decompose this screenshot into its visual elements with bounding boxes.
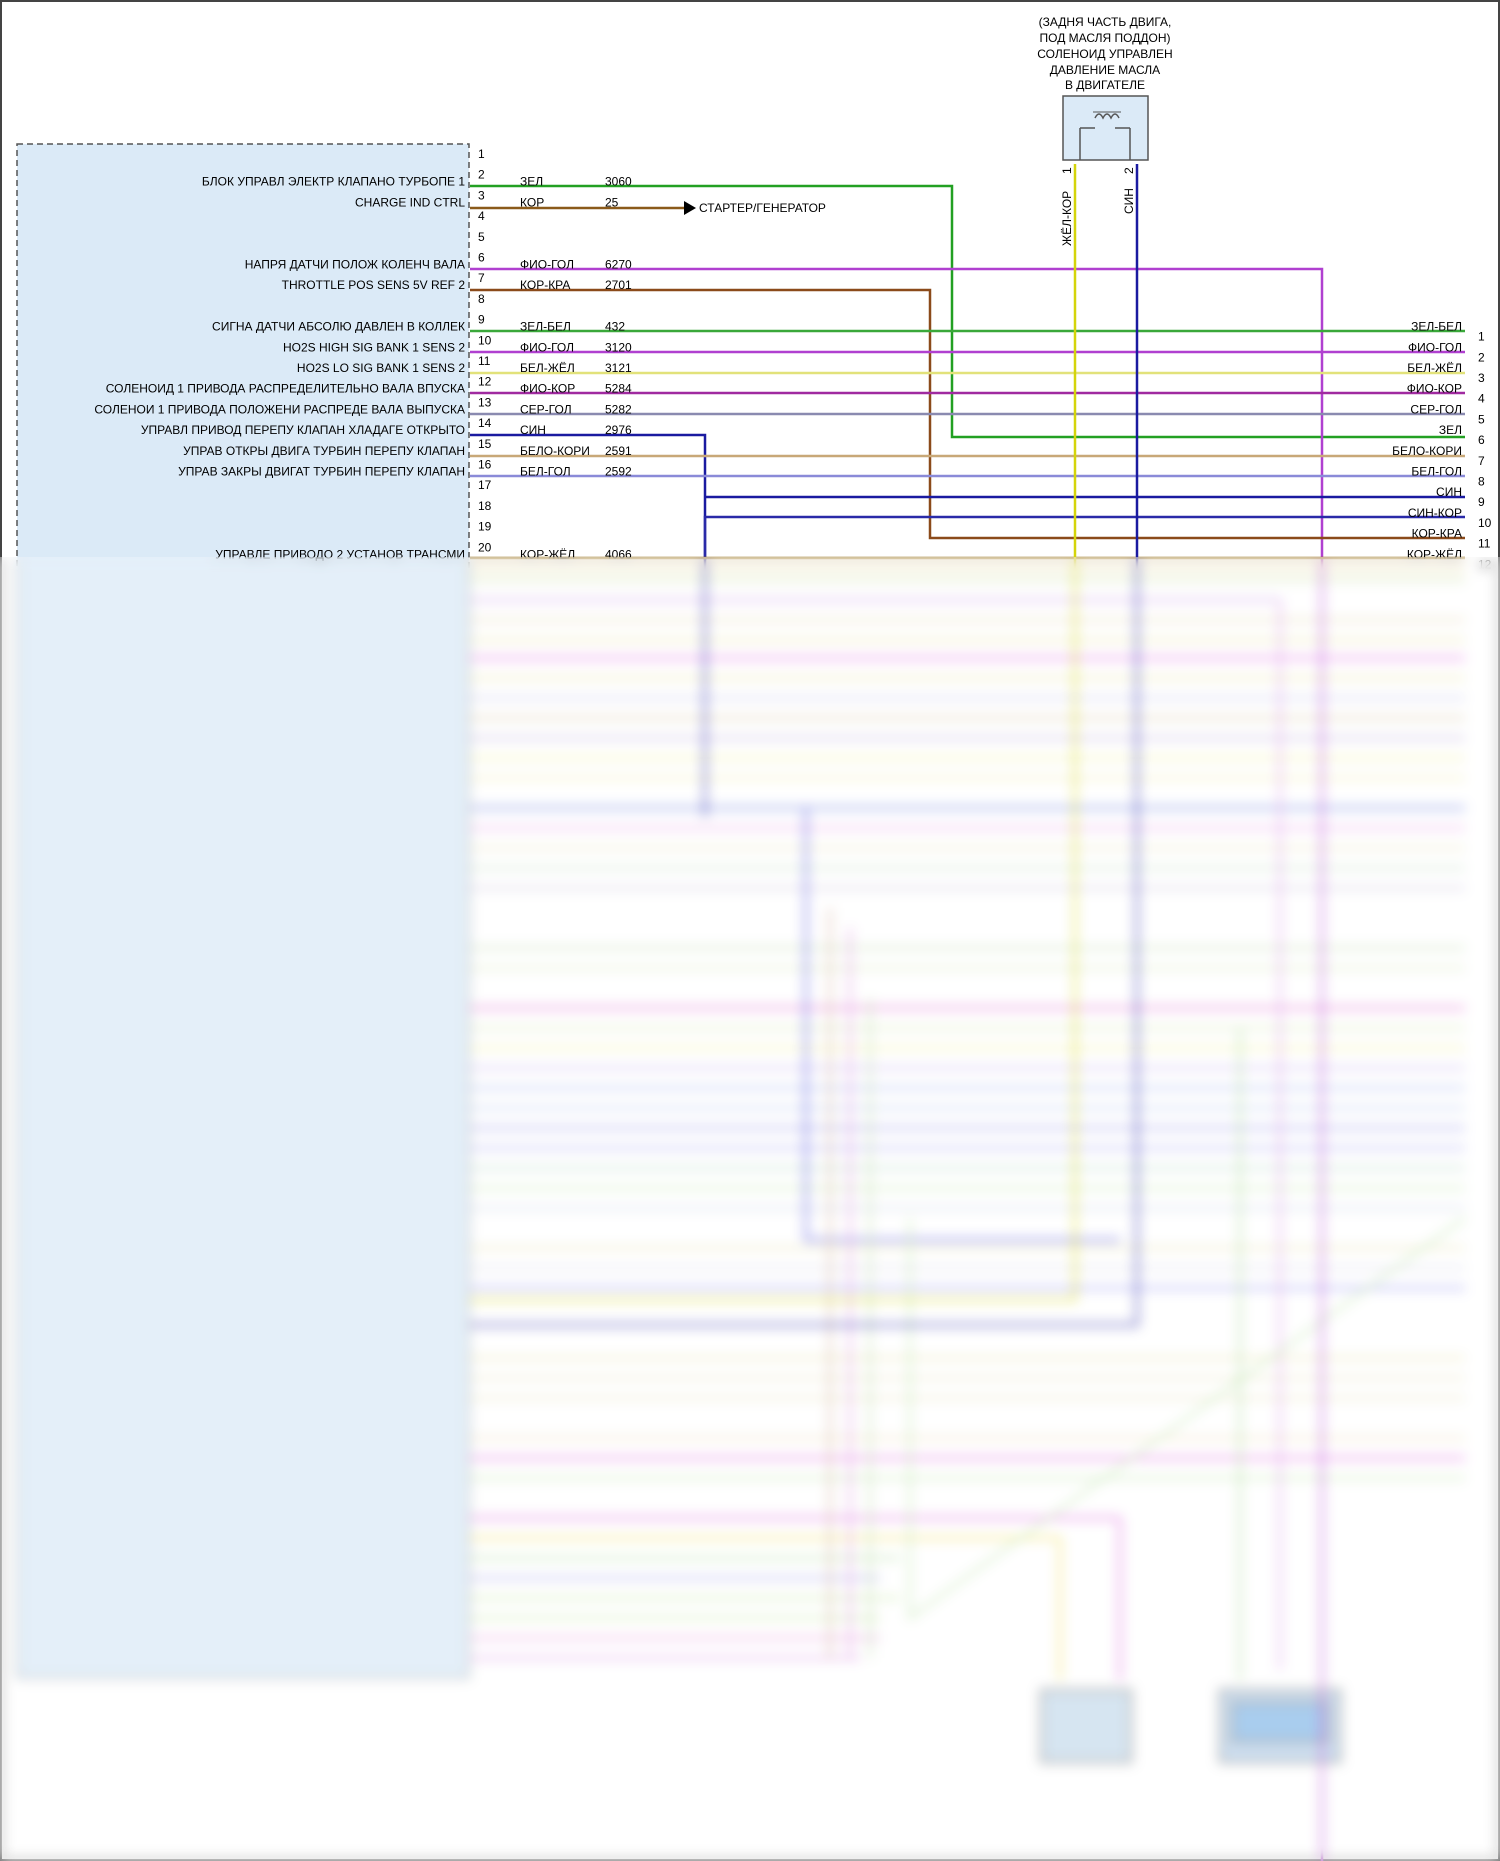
wire-color-code: ЗЕЛ-БЕЛ: [520, 320, 571, 334]
right-wire-color-code: ФИО-КОР: [1407, 382, 1462, 396]
circuit-number: 2591: [605, 444, 632, 458]
wire-color-code: ФИО-КОР: [520, 382, 575, 396]
right-pin-number: 8: [1478, 475, 1485, 489]
circuit-number: 2592: [605, 465, 632, 479]
top-pin1-number: 1: [1060, 167, 1074, 174]
wire-color-code: КОР: [520, 195, 544, 209]
pin-label: СОЛЕНОИД 1 ПРИВОДА РАСПРЕДЕЛИТЕЛЬНО ВАЛА…: [106, 382, 465, 396]
wire-color-code: БЕЛ-ГОЛ: [520, 465, 571, 479]
right-pin-number: 10: [1478, 516, 1492, 530]
pin-label: СОЛЕНОИ 1 ПРИВОДА ПОЛОЖЕНИ РАСПРЕДЕ ВАЛА…: [94, 402, 465, 416]
pin-label: СИГНА ДАТЧИ АБСОЛЮ ДАВЛЕН В КОЛЛЕК: [212, 320, 465, 334]
right-wire-color-code: СИН-КОР: [1408, 506, 1462, 520]
right-wire-color-code: КОР-КРА: [1412, 527, 1462, 541]
right-wire-color-code: БЕЛО-КОРИ: [1392, 444, 1462, 458]
pin-label: HO2S HIGH SIG BANK 1 SENS 2: [283, 340, 465, 354]
pin-number: 1: [478, 147, 485, 161]
pin-label: УПРАВ ОТКРЫ ДВИГА ТУРБИН ПЕРЕПУ КЛАПАН: [183, 444, 465, 458]
right-wire-color-code: ЗЕЛ-БЕЛ: [1411, 320, 1462, 334]
pin-number: 7: [478, 271, 485, 285]
circuit-number: 432: [605, 320, 625, 334]
connector-caption-line-3: СОЛЕНОИД УПРАВЛЕН: [1037, 47, 1172, 61]
pin-number: 20: [478, 540, 492, 554]
connector-caption-line-4: ДАВЛЕНИЕ МАСЛА: [1050, 63, 1160, 77]
pin-number: 9: [478, 313, 485, 327]
wire-color-code: БЕЛ-ЖЁЛ: [520, 361, 575, 375]
pin-label: THROTTLE POS SENS 5V REF 2: [282, 278, 466, 292]
top-pin1-color-label: ЖЁЛ-КОР: [1060, 191, 1074, 246]
pin-number: 17: [478, 478, 492, 492]
pin-number: 4: [478, 209, 485, 223]
connector-caption-line-1: (ЗАДНЯ ЧАСТЬ ДВИГА,: [1039, 15, 1172, 29]
wire-color-code: СИН: [520, 423, 546, 437]
right-wire-color-code: БЕЛ-ЖЁЛ: [1407, 361, 1462, 375]
wire-color-code: СЕР-ГОЛ: [520, 402, 572, 416]
pin-number: 14: [478, 416, 492, 430]
pin-number: 2: [478, 168, 485, 182]
right-pin-number: 6: [1478, 433, 1485, 447]
circuit-number: 2976: [605, 423, 632, 437]
top-pin2-color-label: СИН: [1122, 188, 1136, 214]
pin-number: 6: [478, 251, 485, 265]
circuit-number: 5282: [605, 402, 632, 416]
circuit-number: 25: [605, 195, 619, 209]
pin-number: 19: [478, 520, 492, 534]
circuit-number: 6270: [605, 258, 632, 272]
wire-color-code: КОР-КРА: [520, 278, 570, 292]
starter-arrow: [684, 201, 696, 215]
right-wire-color-code: ЗЕЛ: [1439, 423, 1462, 437]
top-pin2-number: 2: [1122, 167, 1136, 174]
circuit-number: 3121: [605, 361, 632, 375]
circuit-number: 3120: [605, 340, 632, 354]
right-wire-color-code: БЕЛ-ГОЛ: [1411, 465, 1462, 479]
pin-label: CHARGE IND CTRL: [355, 195, 465, 209]
pin-number: 10: [478, 333, 492, 347]
right-pin-number: 1: [1478, 330, 1485, 344]
obscured-region: [0, 557, 1500, 1861]
pin-label: БЛОК УПРАВЛ ЭЛЕКТР КЛАПАНО ТУРБОПЕ 1: [202, 175, 465, 189]
pin-number: 12: [478, 375, 492, 389]
right-pin-number: 7: [1478, 454, 1485, 468]
circuit-number: 2701: [605, 278, 632, 292]
pin-number: 5: [478, 230, 485, 244]
wire-color-code: ФИО-ГОЛ: [520, 340, 574, 354]
pin-number: 8: [478, 292, 485, 306]
right-pin-number: 4: [1478, 392, 1485, 406]
wire-color-code: БЕЛО-КОРИ: [520, 444, 590, 458]
right-pin-number: 11: [1478, 537, 1491, 551]
right-pin-number: 5: [1478, 412, 1485, 426]
right-wire-color-code: ФИО-ГОЛ: [1408, 340, 1462, 354]
wire-pin2: [470, 184, 1465, 439]
pin-label: УПРАВЛ ПРИВОД ПЕРЕПУ КЛАПАН ХЛАДАГЕ ОТКР…: [141, 423, 465, 437]
starter-generator-label: СТАРТЕР/ГЕНЕРАТОР: [699, 201, 826, 215]
circuit-number: 5284: [605, 382, 632, 396]
pin-number: 16: [478, 458, 492, 472]
pin-number: 11: [478, 354, 491, 368]
pin-number: 18: [478, 499, 492, 513]
pin-number: 3: [478, 188, 485, 202]
pin-number: 13: [478, 395, 492, 409]
right-pin-number: 9: [1478, 495, 1485, 509]
wire-right10: [703, 515, 1465, 560]
pin-label: УПРАВ ЗАКРЫ ДВИГАТ ТУРБИН ПЕРЕПУ КЛАПАН: [178, 465, 465, 479]
oil-pressure-solenoid: [1062, 95, 1149, 161]
pin-label: НАПРЯ ДАТЧИ ПОЛОЖ КОЛЕНЧ ВАЛА: [245, 258, 465, 272]
pin-number: 15: [478, 437, 492, 451]
connector-caption-line-2: ПОД МАСЛЯ ПОДДОН): [1040, 31, 1171, 45]
wire-color-code: ФИО-ГОЛ: [520, 258, 574, 272]
right-pin-number: 2: [1478, 350, 1485, 364]
pin-label: HO2S LO SIG BANK 1 SENS 2: [297, 361, 465, 375]
right-pin-number: 3: [1478, 371, 1485, 385]
right-wire-color-code: СИН: [1436, 485, 1462, 499]
wire-color-code: ЗЕЛ: [520, 175, 543, 189]
right-wire-color-code: СЕР-ГОЛ: [1410, 402, 1462, 416]
circuit-number: 3060: [605, 175, 632, 189]
connector-caption-line-5: В ДВИГАТЕЛЕ: [1065, 78, 1145, 92]
